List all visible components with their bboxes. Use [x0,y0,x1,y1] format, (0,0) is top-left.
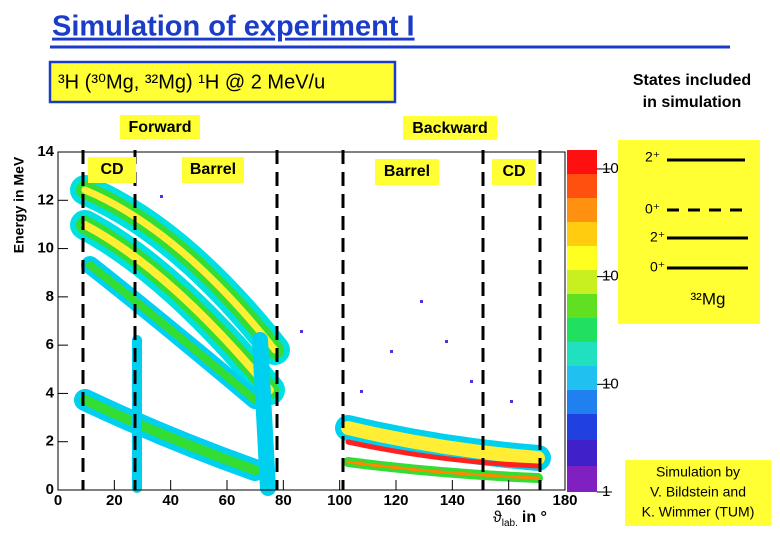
barrel-box [375,159,439,185]
x-tick-label: 140 [440,492,465,509]
cd-label: CD [100,161,123,178]
x-tick-label: 20 [106,492,123,509]
credit: K. Wimmer (TUM) [642,504,755,520]
level-label: 0⁺ [650,259,665,275]
y-tick-label: 14 [37,143,54,160]
y-tick-label: 12 [37,191,54,208]
credit-box [625,460,771,526]
y-tick-label: 6 [46,336,54,353]
cd-label: CD [502,163,525,180]
x-tick-label: 0 [54,492,62,509]
barrel-box [182,157,244,183]
x-axis-label-part: in ° [522,509,547,526]
barrel-label: Barrel [384,163,430,180]
cd-box [492,159,536,185]
slide-title: Simulation of experiment I [52,11,415,43]
x-axis-label-part: lab. [502,518,518,529]
colorbar [567,150,597,492]
heatmap [70,175,551,496]
y-axis-label: Energy in MeV [11,156,27,253]
y-tick-label: 4 [46,384,55,401]
y-tick-label: 0 [46,481,54,498]
forward-label: Forward [128,119,191,136]
y-tick-label: 10 [37,240,54,257]
credit: V. Bildstein and [650,484,746,500]
x-tick-label: 160 [496,492,521,509]
credit: Simulation by [656,464,740,480]
subtitle: ³H (³⁰Mg, ³²Mg) ¹H @ 2 MeV/u [58,71,325,93]
x-axis-label: ϑlab. in ° [493,509,547,528]
subtitle-box [48,60,397,104]
x-axis-label-part: ϑ [493,509,502,526]
x-tick-label: 40 [162,492,179,509]
level-panel [618,140,760,324]
level-label: 2⁺ [645,149,660,165]
nucleus-label: ³²Mg [691,289,726,308]
backward-label: Backward [412,120,488,137]
x-tick-label: 60 [219,492,236,509]
plot-frame [57,151,566,491]
x-tick-label: 80 [275,492,292,509]
y-tick-label: 8 [46,288,54,305]
level-label: 2⁺ [650,229,665,245]
detector-borders [81,150,542,490]
x-tick-label: 100 [327,492,352,509]
y-tick-label: 2 [46,433,54,450]
level-label: 0⁺ [645,201,660,217]
colorbar-tick-label: 10 [602,375,619,392]
forward-box [120,115,200,139]
states-note: in simulation [643,94,742,111]
colorbar-tick-label: 1 [602,483,610,500]
backward-box [403,116,497,140]
cd-box [88,157,136,183]
barrel-label: Barrel [190,161,236,178]
states-note: States included [633,72,751,89]
x-tick-label: 180 [552,492,577,509]
x-tick-label: 120 [383,492,408,509]
